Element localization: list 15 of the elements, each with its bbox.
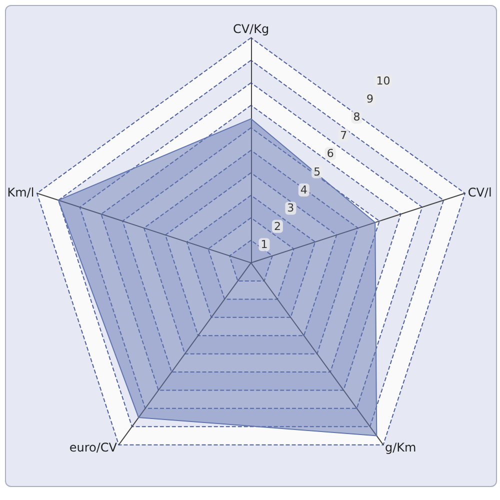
y-tick-label: 6 (326, 147, 334, 160)
y-tick-label: 7 (340, 128, 348, 142)
spoke-label: Km/l (7, 185, 34, 200)
spoke-label: g/Km (385, 440, 416, 454)
y-tick-label: 10 (376, 74, 390, 88)
y-tick-label: 8 (353, 110, 360, 124)
spoke-label: CV/l (468, 185, 492, 200)
y-tick-label: 2 (274, 220, 281, 233)
y-tick-label: 3 (287, 202, 294, 215)
spoke-label: euro/CV (69, 440, 118, 454)
y-tick-label: 9 (366, 92, 374, 106)
y-tick-label: 5 (314, 165, 321, 178)
spoke-label: CV/Kg (232, 22, 270, 36)
y-tick-label: 4 (300, 183, 308, 196)
y-tick-label: 1 (260, 238, 268, 252)
